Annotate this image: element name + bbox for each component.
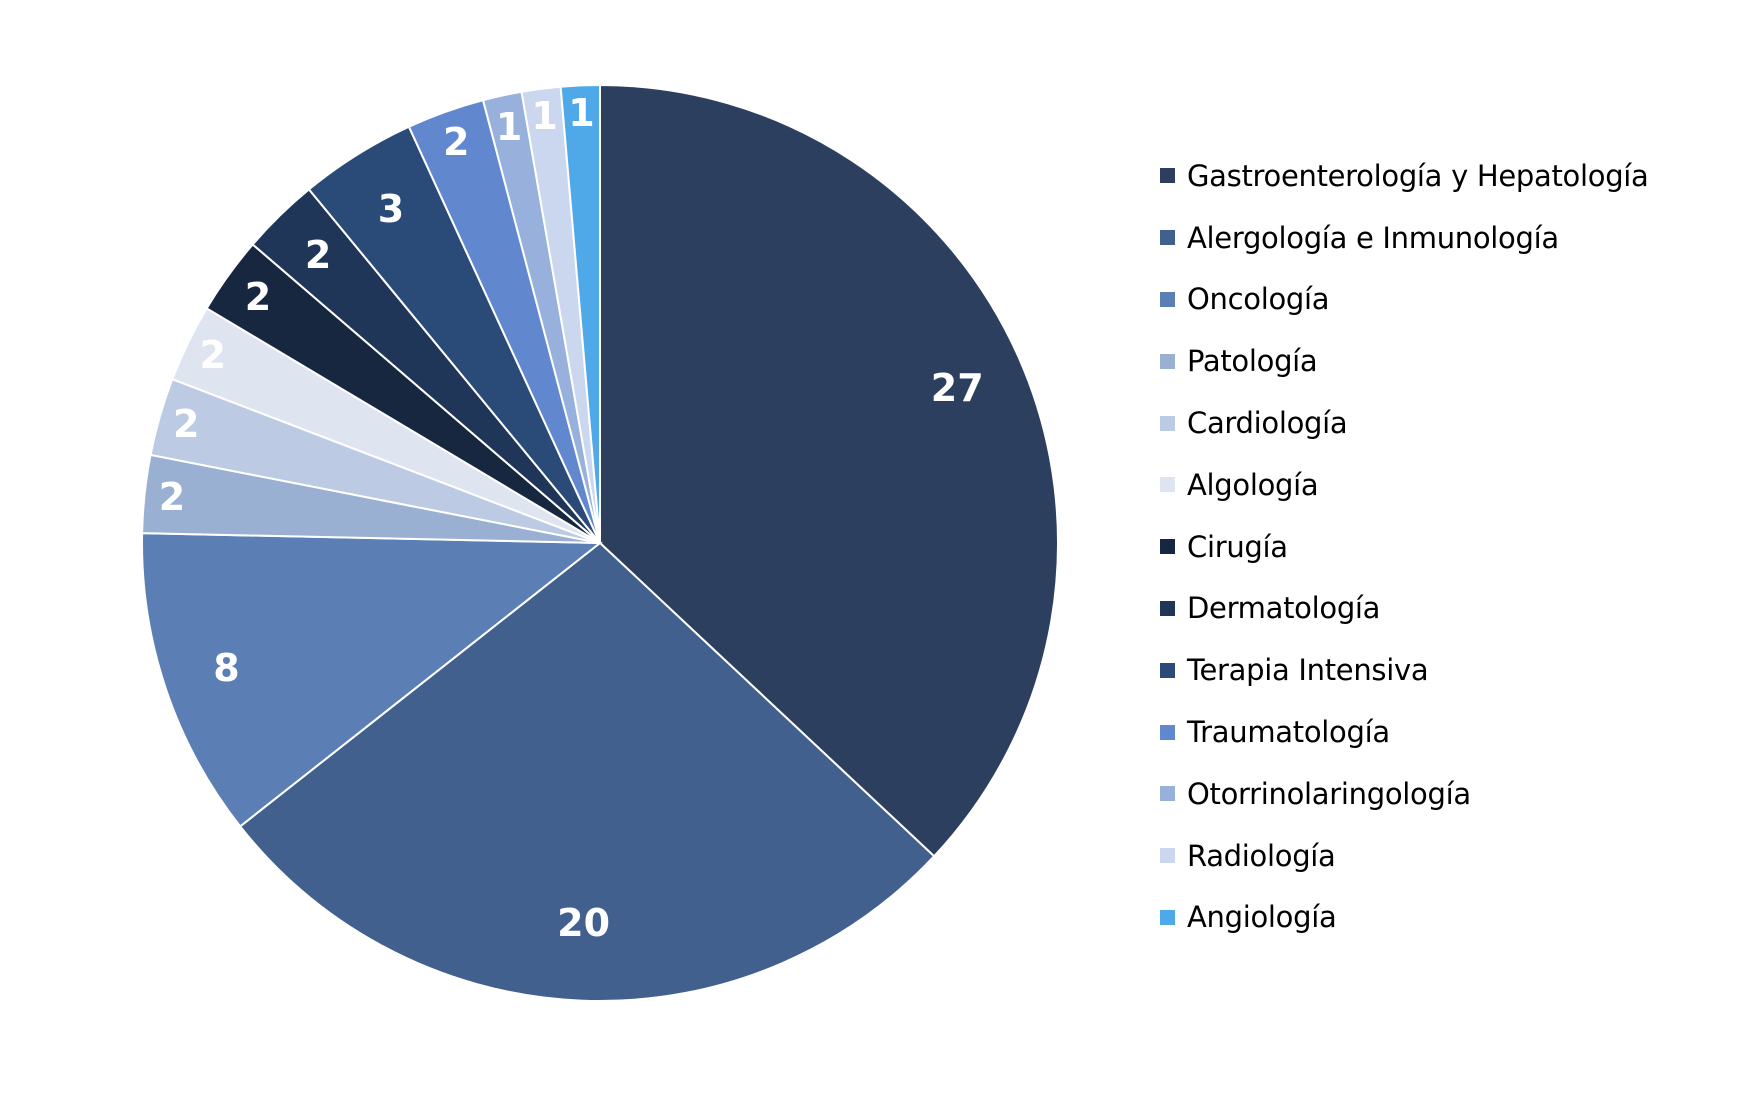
legend-swatch [1160,848,1175,864]
legend-item: Angiología [1160,887,1720,949]
legend-swatch [1160,909,1175,925]
pie-data-label: 20 [557,901,610,945]
legend-label: Terapia Intensiva [1187,653,1429,688]
legend-label: Alergología e Inmunología [1187,220,1559,255]
legend-swatch [1160,168,1175,184]
legend-label: Radiología [1187,838,1336,873]
legend-item: Algología [1160,454,1720,516]
legend-label: Patología [1187,344,1318,379]
legend-label: Traumatología [1187,715,1390,750]
pie-slices [141,83,1059,1002]
legend-label: Angiología [1187,900,1337,935]
pie-data-label: 2 [159,475,185,519]
pie-slice [238,541,936,1002]
legend-swatch [1160,662,1175,678]
pie-data-label: 2 [305,233,331,277]
pie-data-label: 1 [531,94,557,138]
legend-swatch [1160,291,1175,307]
legend-item: Oncología [1160,269,1720,331]
legend-swatch [1160,724,1175,740]
legend-swatch [1160,786,1175,802]
legend-item: Cardiología [1160,392,1720,454]
legend-item: Radiología [1160,825,1720,887]
pie-data-label: 2 [173,402,199,446]
legend-item: Traumatología [1160,701,1720,763]
legend-item: Terapia Intensiva [1160,639,1720,701]
pie-slice [141,532,603,828]
legend-swatch [1160,477,1175,493]
legend-label: Gastroenterología y Hepatología [1187,158,1649,193]
pie-data-label: 2 [245,275,271,319]
legend-label: Oncología [1187,282,1330,317]
pie-data-label: 8 [213,646,239,690]
legend-swatch [1160,230,1175,246]
legend-item: Gastroenterología y Hepatología [1160,145,1720,207]
pie-data-label: 27 [931,366,984,410]
pie-data-label: 1 [568,91,594,135]
legend-item: Alergología e Inmunología [1160,207,1720,269]
pie-data-label: 2 [199,333,225,377]
pie-data-label: 3 [378,187,404,231]
pie-data-label: 2 [443,120,469,164]
chart-legend: Gastroenterología y Hepatología Alergolog… [1160,145,1720,948]
pie-slice [599,83,1059,858]
legend-swatch [1160,353,1175,369]
legend-item: Dermatología [1160,578,1720,640]
pie-slice [559,83,601,544]
pie-data-label: 1 [496,105,522,149]
legend-swatch [1160,539,1175,555]
legend-label: Algología [1187,467,1319,502]
legend-item: Cirugía [1160,516,1720,578]
legend-item: Patología [1160,330,1720,392]
legend-label: Otorrinolaringología [1187,776,1471,811]
legend-swatch [1160,600,1175,616]
legend-item: Otorrinolaringología [1160,763,1720,825]
legend-label: Dermatología [1187,591,1381,626]
legend-label: Cardiología [1187,406,1348,441]
legend-label: Cirugía [1187,529,1288,564]
legend-swatch [1160,415,1175,431]
